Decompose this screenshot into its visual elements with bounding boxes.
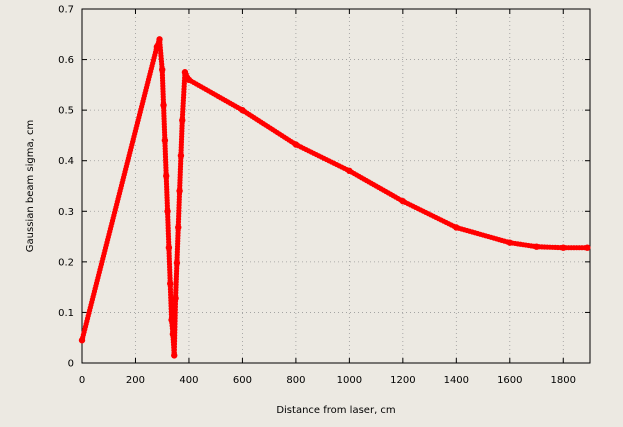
series-line (81, 39, 588, 356)
plot-frame (81, 8, 591, 364)
data-point (163, 172, 170, 180)
x-tick-label: 1000 (337, 375, 362, 386)
grid (82, 9, 590, 363)
data-point (176, 187, 183, 195)
x-tick-label: 1400 (444, 375, 469, 386)
y-tick-label: 0.3 (58, 207, 74, 218)
y-tick-label: 0.2 (58, 257, 74, 268)
x-tick-label: 1600 (497, 375, 522, 386)
x-tick-label: 1800 (551, 375, 576, 386)
x-tick-label: 1200 (390, 375, 415, 386)
data-point (179, 117, 186, 124)
data-point (172, 295, 179, 302)
data-point (560, 244, 567, 251)
data-point (169, 330, 177, 338)
data-point (173, 259, 181, 267)
data-point (156, 36, 163, 43)
y-tick-label: 0.7 (58, 5, 74, 16)
data-point (239, 106, 246, 114)
x-axis-label: Distance from laser, cm (276, 405, 395, 416)
x-tick-label: 200 (126, 375, 145, 386)
data-point (181, 69, 189, 76)
data-point (584, 244, 591, 251)
data-point (346, 167, 353, 175)
data-point (160, 101, 167, 109)
x-tick-label: 800 (286, 375, 305, 386)
data-point (453, 224, 460, 231)
x-tick-label: 0 (79, 375, 85, 386)
data-point (399, 197, 407, 205)
data-point (167, 280, 174, 287)
data-point (153, 43, 161, 51)
y-tick-label: 0.4 (58, 156, 74, 167)
data-point (177, 152, 185, 159)
data-point (533, 243, 540, 250)
data-point (506, 239, 513, 246)
y-tick-label: 0.6 (58, 55, 74, 66)
x-tick-label: 400 (179, 375, 198, 386)
data-point (168, 316, 175, 324)
data-point (161, 137, 169, 144)
data-point (165, 244, 173, 251)
y-tick-label: 0.5 (58, 106, 74, 117)
data-point (171, 352, 178, 359)
data-point (164, 208, 171, 215)
data-point (159, 66, 166, 73)
data-point (292, 141, 300, 148)
data-point (175, 224, 182, 231)
series-group (78, 36, 591, 359)
y-axis-label: Gaussian beam sigma, cm (25, 120, 36, 252)
y-tick-label: 0.1 (58, 308, 74, 319)
data-point (185, 76, 193, 84)
x-tick-label: 600 (233, 375, 252, 386)
ticks: 0 200 400 600 800 1000 1200 1400 1600 1800 0 0.1 0.2… (58, 5, 590, 386)
y-tick-label: 0 (68, 359, 74, 370)
data-point (78, 337, 86, 344)
